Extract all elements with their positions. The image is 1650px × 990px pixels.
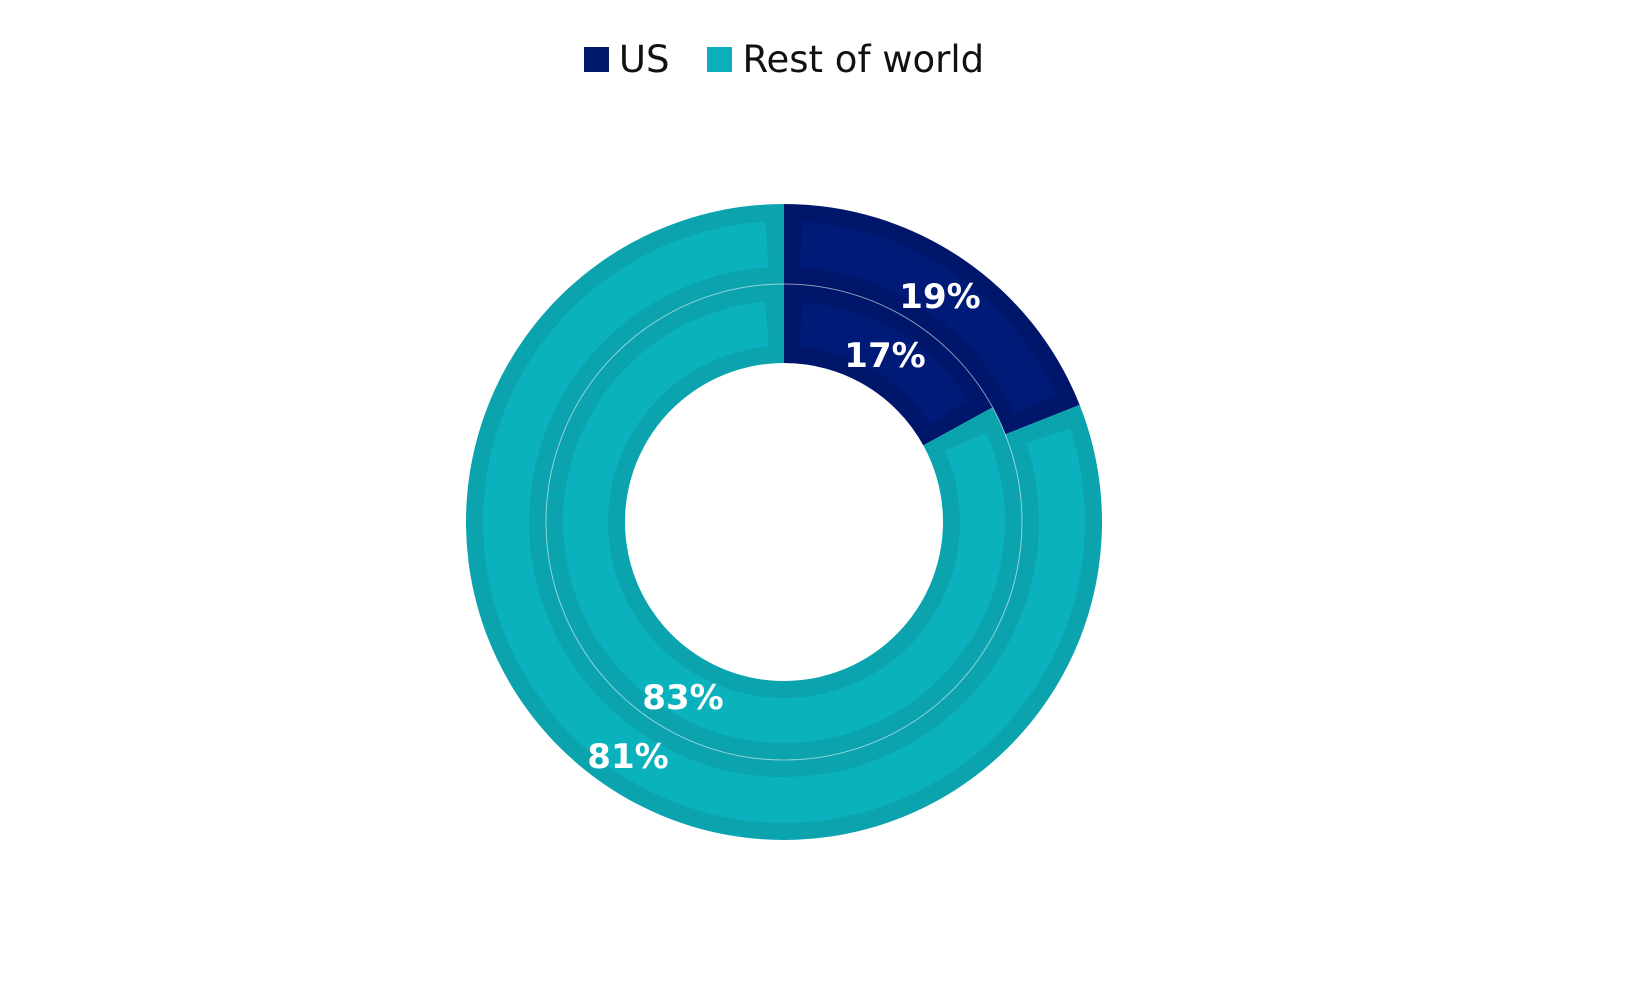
label-outer-rest-of-world: 81% (587, 737, 668, 777)
legend-label-us: US (618, 38, 670, 81)
label-inner-rest-of-world: 83% (642, 678, 723, 718)
segment-fill (799, 221, 1057, 414)
legend-item-us[interactable]: US (583, 38, 670, 81)
chart-legend: US Rest of world (0, 38, 1568, 81)
ring-separator (545, 283, 1023, 761)
legend-item-rest-of-world[interactable]: Rest of world (707, 38, 984, 81)
legend-swatch-us (583, 47, 609, 72)
segment-fill (799, 301, 968, 425)
label-inner-us: 17% (844, 336, 925, 376)
label-outer-us: 19% (899, 277, 980, 317)
legend-label-rest-of-world: Rest of world (742, 38, 985, 81)
legend-swatch-rest-of-world (707, 47, 733, 72)
inner-segment-rest-of-world[interactable] (546, 284, 1022, 760)
